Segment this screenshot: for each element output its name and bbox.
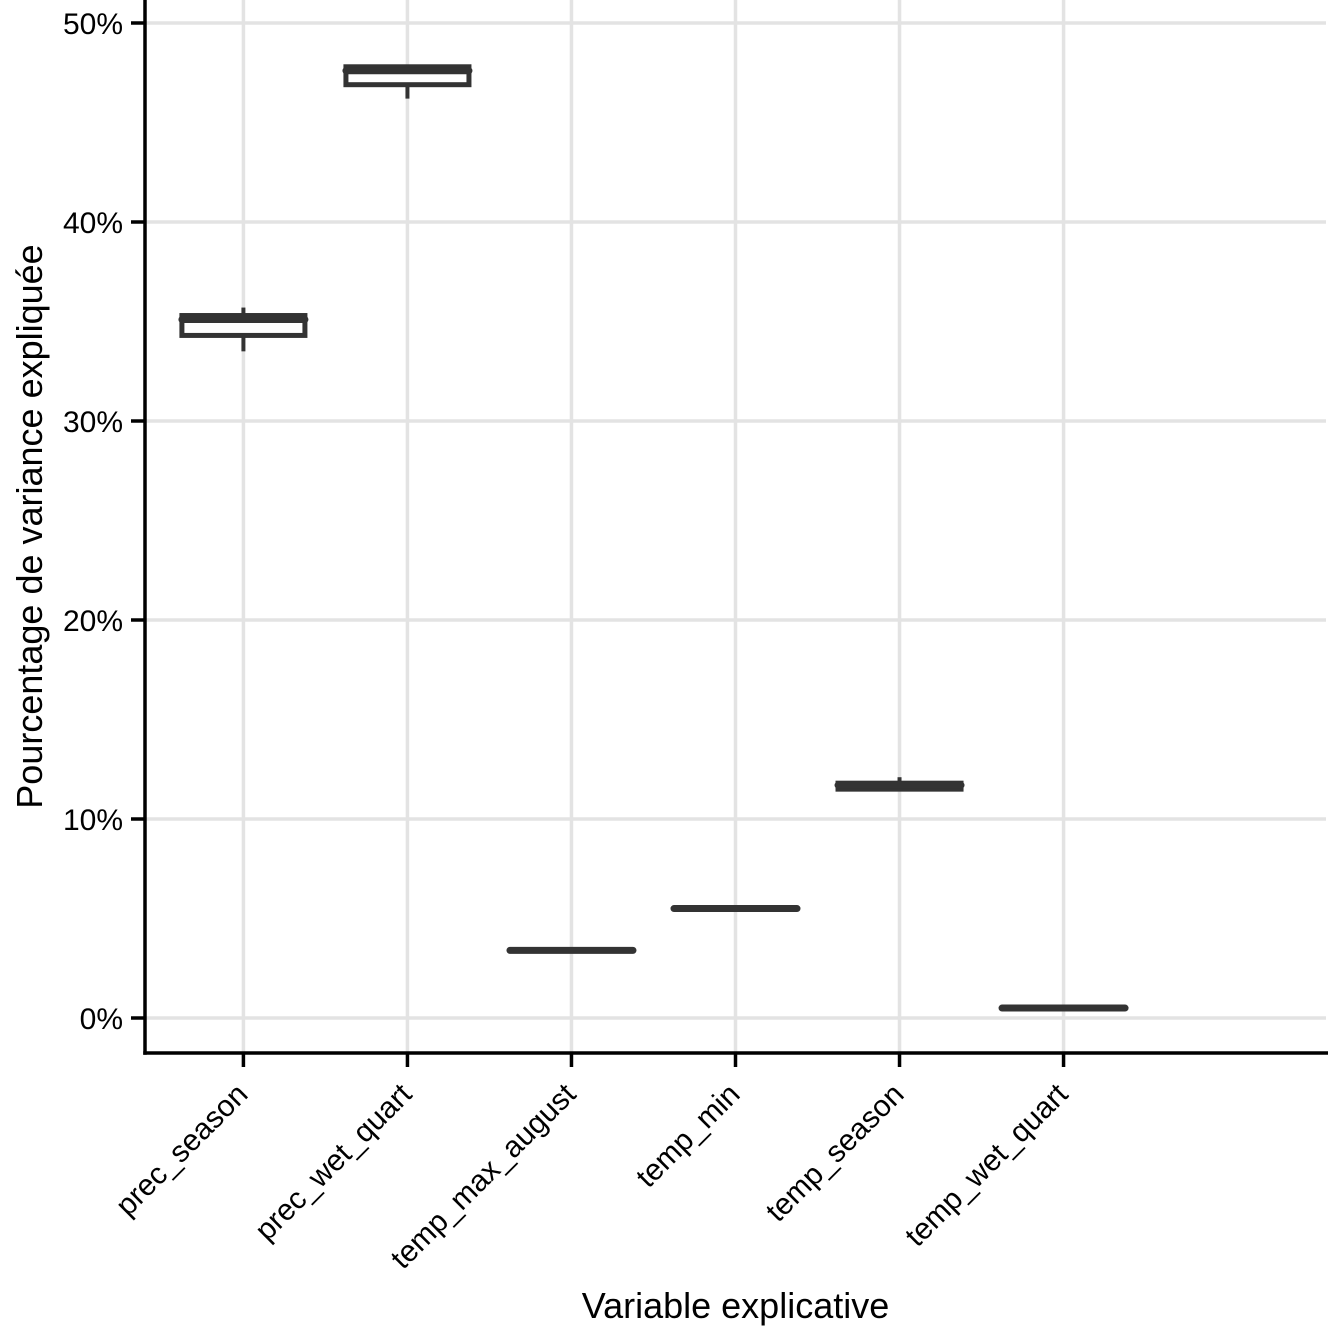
y-tick-label: 30%: [63, 406, 123, 439]
y-axis-title: Pourcentage de variance expliquée: [9, 244, 50, 808]
y-tick-label: 20%: [63, 605, 123, 638]
y-tick-label: 50%: [63, 8, 123, 41]
y-tick-label: 10%: [63, 804, 123, 837]
y-tick-label: 0%: [80, 1003, 123, 1036]
y-tick-label: 40%: [63, 207, 123, 240]
x-axis-title: Variable explicative: [582, 1285, 890, 1326]
